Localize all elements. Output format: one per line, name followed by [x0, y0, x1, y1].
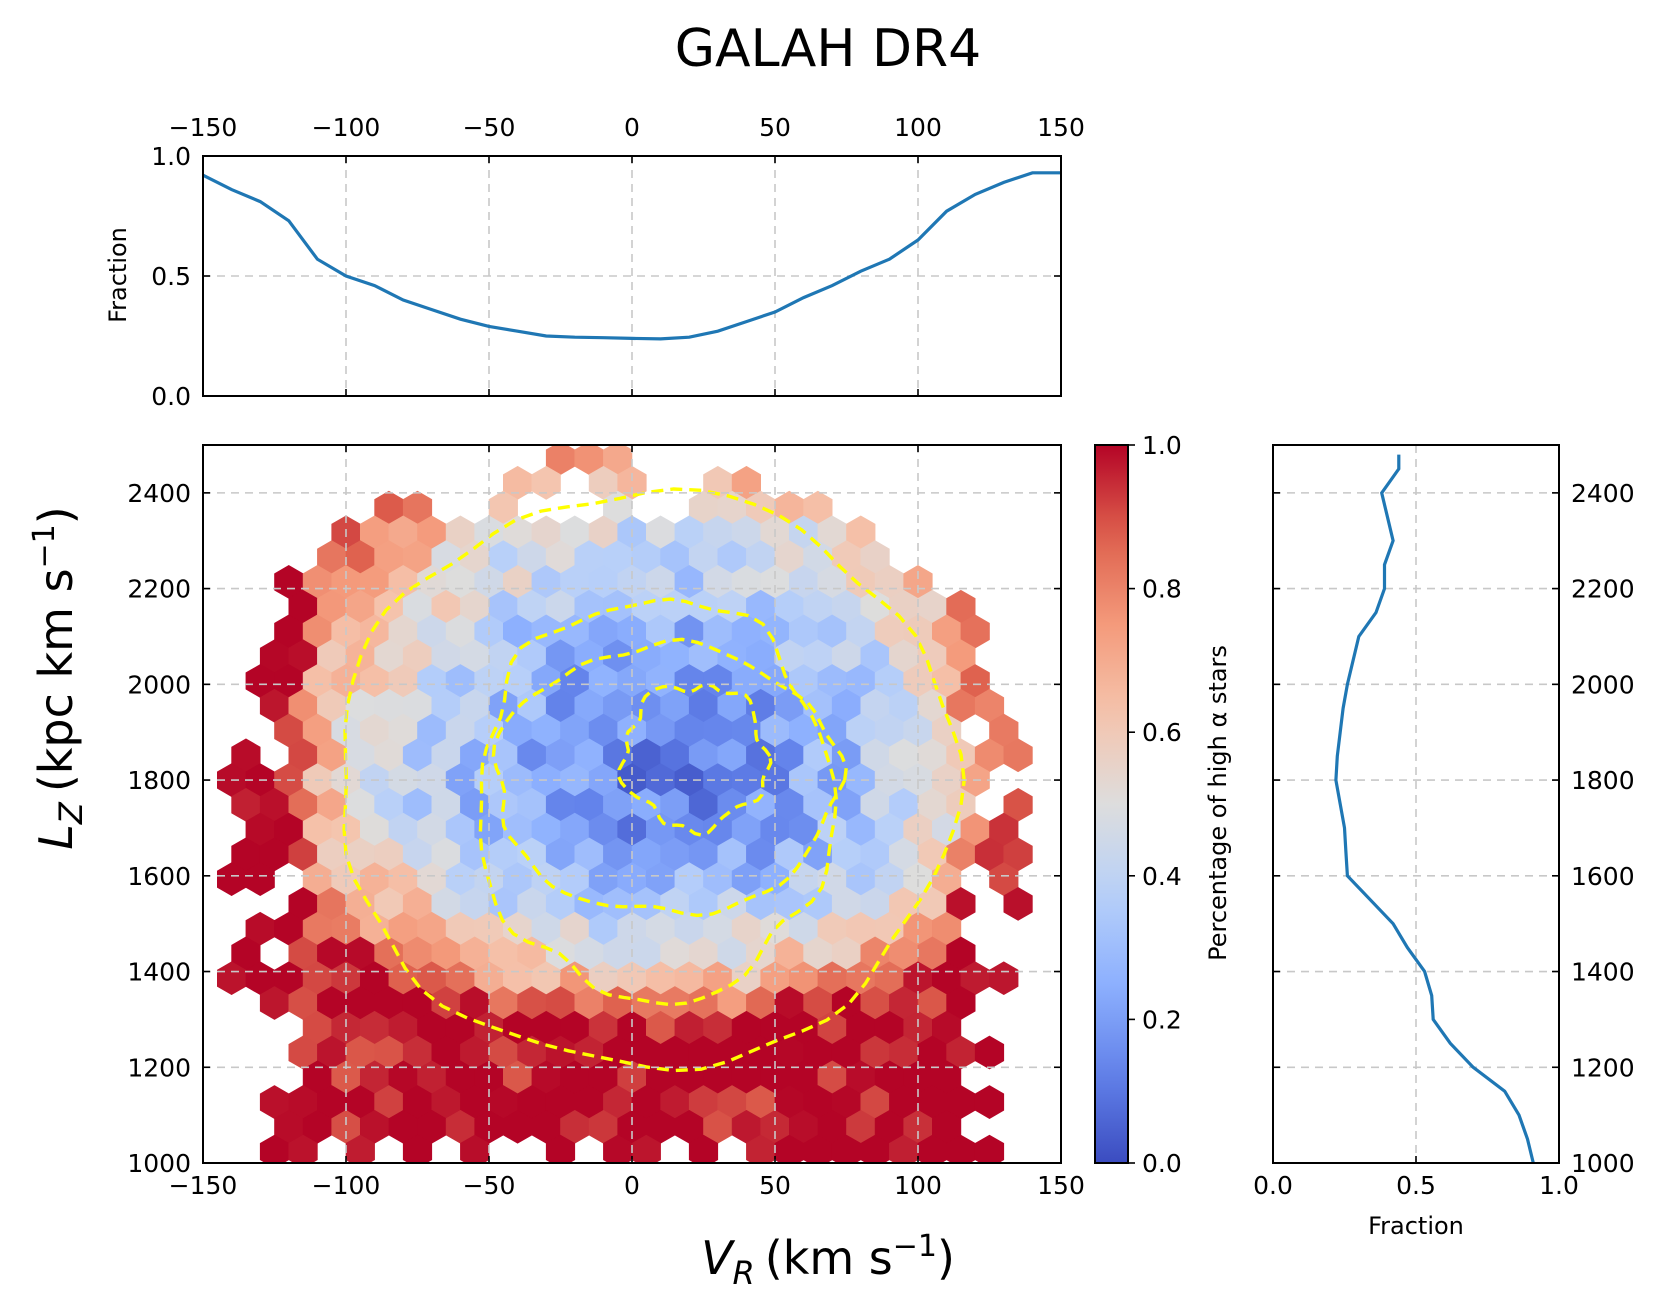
- main-ytick-label: 1200: [127, 1053, 191, 1082]
- top-ytick-label: 1.0: [151, 142, 191, 171]
- main-xtick-label: 0: [624, 1171, 640, 1200]
- hex-cell: [688, 1134, 719, 1163]
- colorbar-tick-label: 0.2: [1142, 1005, 1182, 1034]
- top-axes-frame: [202, 155, 1062, 397]
- main-xtick-label: 50: [759, 1171, 791, 1200]
- hex-cell: [974, 1035, 1005, 1070]
- main-ytick-label: 1400: [127, 958, 191, 987]
- main-ytick-label: 1800: [127, 766, 191, 795]
- colorbar-tick-label: 0.0: [1142, 1149, 1182, 1178]
- top-xtick-label: −100: [312, 113, 381, 142]
- hex-cell: [402, 1134, 433, 1163]
- contour-level-3: [491, 637, 849, 918]
- top-xtick-label: 100: [894, 113, 942, 142]
- right-ytick-label: 1400: [1571, 958, 1635, 987]
- main-ytick-label: 1600: [127, 862, 191, 891]
- colorbar: 0.0 0.2 0.4 0.6 0.8 1.0: [1094, 431, 1182, 1178]
- colorbar-tick-label: 0.8: [1142, 575, 1182, 604]
- top-xtick-label: 50: [759, 113, 791, 142]
- hex-cell: [545, 1134, 576, 1163]
- main-ytick-label: 2200: [127, 575, 191, 604]
- hex-cell: [460, 1134, 490, 1163]
- right-xtick-label: 0.5: [1396, 1171, 1436, 1200]
- hex-cell: [631, 1134, 661, 1163]
- right-ytick-label: 2200: [1571, 575, 1635, 604]
- top-marginal-panel: −150 −100 −50 0 50 100 150 0.0 0.5 1.0: [151, 113, 1085, 411]
- top-ytick-label: 0.0: [151, 382, 191, 411]
- hex-cell: [1003, 738, 1033, 773]
- main-axes-frame: [202, 444, 1062, 1164]
- main-ytick-label: 2400: [127, 479, 191, 508]
- main-xtick-label: −100: [312, 1171, 381, 1200]
- top-xtick-label: 0: [624, 113, 640, 142]
- hex-cell: [989, 961, 1019, 996]
- contour-level-2: [478, 597, 838, 1007]
- right-ytick-label: 2400: [1571, 479, 1635, 508]
- top-xtick-label: −50: [463, 113, 516, 142]
- right-axes-frame: [1272, 444, 1560, 1164]
- right-xtick-label: 1.0: [1539, 1171, 1579, 1200]
- right-ytick-label: 1000: [1571, 1149, 1635, 1178]
- chart-title: GALAH DR4: [675, 19, 982, 79]
- hex-cell: [1003, 887, 1033, 921]
- hex-cell: [974, 1085, 1005, 1119]
- colorbar-gradient: [1095, 445, 1128, 1163]
- hex-cell: [245, 862, 275, 897]
- colorbar-tick-label: 0.6: [1142, 718, 1182, 747]
- top-xtick-label: −150: [169, 113, 238, 142]
- colorbar-tick-label: 1.0: [1142, 431, 1182, 460]
- right-fraction-line: [1334, 454, 1535, 1164]
- main-xtick-label: 150: [1037, 1171, 1085, 1200]
- colorbar-frame: [1094, 444, 1129, 1164]
- main-ytick-label: 1000: [127, 1149, 191, 1178]
- hex-cell: [345, 1134, 375, 1163]
- top-xtick-label: 150: [1037, 113, 1085, 142]
- right-xtick-label: 0.0: [1253, 1171, 1293, 1200]
- main-xtick-label: −150: [169, 1171, 238, 1200]
- top-fraction-line: [202, 171, 1061, 341]
- hexbin-cells: [217, 445, 1033, 1163]
- main-ylabel: LZ(kpc km s−1): [27, 506, 90, 849]
- right-ytick-label: 1200: [1571, 1053, 1635, 1082]
- hex-cell: [288, 1134, 318, 1163]
- main-xtick-label: −50: [463, 1171, 516, 1200]
- contour-outer: [342, 487, 966, 1073]
- right-ytick-label: 1800: [1571, 766, 1635, 795]
- top-ytick-label: 0.5: [151, 262, 191, 291]
- right-ytick-label: 2000: [1571, 670, 1635, 699]
- top-ylabel: Fraction: [104, 227, 132, 323]
- main-xtick-label: 100: [894, 1171, 942, 1200]
- main-xlabel: VR (km s−1): [701, 1229, 955, 1292]
- main-hexbin-panel: −150 −100 −50 0 50 100 150 1000 1200 1400 1600 1800…: [127, 444, 1085, 1200]
- contour-inner: [616, 682, 773, 837]
- hex-cell: [531, 465, 561, 500]
- density-contours: [342, 487, 966, 1073]
- right-xlabel: Fraction: [1368, 1212, 1464, 1240]
- hex-cell: [974, 1134, 1005, 1163]
- colorbar-tick-label: 0.4: [1142, 862, 1182, 891]
- main-ytick-label: 2000: [127, 670, 191, 699]
- right-ytick-label: 1600: [1571, 862, 1635, 891]
- colorbar-label: Percentage of high α stars: [1204, 645, 1232, 961]
